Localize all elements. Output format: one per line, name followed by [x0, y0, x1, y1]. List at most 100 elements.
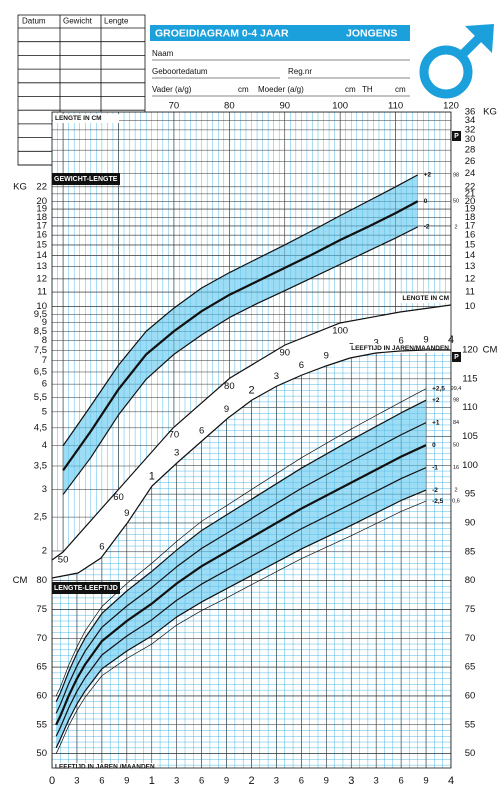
x-tick-label: 80	[224, 101, 235, 112]
x-tick-label: 1	[149, 470, 155, 482]
y-tick-label: 9,5	[34, 309, 47, 320]
y-tick-label: 6	[42, 379, 47, 390]
x-tick-label: 9	[324, 776, 329, 787]
y2-tick-label: 36	[465, 107, 476, 118]
field-label: Reg.nr	[288, 67, 312, 76]
y-tick-label: 50	[36, 748, 47, 759]
x-tick-label: 1	[149, 775, 155, 787]
y2-tick-label: 32	[465, 124, 476, 135]
x-tick-label: 9	[423, 776, 428, 787]
x-tick-label: 70	[169, 430, 180, 441]
x-tick-label: 6	[398, 335, 403, 346]
x-tick-label: 9	[124, 508, 129, 519]
chart-title-box	[52, 173, 120, 185]
axis-title-bg	[53, 763, 157, 771]
y-axis-unit: KG	[13, 181, 27, 192]
y2-tick-label: 60	[465, 690, 476, 701]
percentile-band	[63, 174, 418, 495]
x-tick-label: 6	[398, 776, 403, 787]
series-label: +1	[432, 419, 440, 426]
y2-tick-label: 75	[465, 604, 476, 615]
growth-curve	[62, 226, 419, 495]
gender-label: JONGENS	[346, 27, 397, 39]
axis-title-bg	[53, 114, 119, 123]
y-tick-label: 3,5	[34, 461, 47, 472]
x-tick-label: 70	[169, 101, 180, 112]
x-tick-label: 60	[113, 492, 124, 503]
y2-tick-label: 24	[465, 168, 476, 179]
y2-tick-label: 21	[465, 188, 476, 199]
table-header: Datum	[22, 17, 46, 26]
series-label: -2,5	[432, 498, 444, 505]
axis-title-bg	[348, 344, 450, 353]
table-header: Gewicht	[63, 17, 93, 26]
y-tick-label: 2	[42, 546, 47, 557]
y-tick-label: 7,5	[34, 345, 47, 356]
x-tick-label: 3	[274, 371, 279, 382]
x-tick-label: 3	[174, 448, 179, 459]
growth-curve	[55, 388, 427, 697]
y2-tick-label: 10	[465, 301, 476, 312]
y-tick-label: 5,5	[34, 392, 47, 403]
x-tick-label: 100	[332, 101, 348, 112]
x-tick-label: 0	[49, 775, 55, 787]
axis-title-bg	[396, 294, 450, 303]
y-tick-label: 19	[36, 204, 47, 215]
percentile-label: 98	[453, 172, 459, 178]
x-tick-label: 6	[199, 426, 204, 437]
y2-tick-label: 15	[465, 239, 476, 250]
y2-tick-label: 11	[465, 287, 475, 298]
y-tick-label: 7	[42, 355, 47, 366]
title-banner	[150, 25, 410, 41]
y2-tick-label: 85	[465, 546, 476, 557]
growth-curve	[55, 500, 427, 754]
y-tick-label: 55	[36, 719, 47, 730]
y2-tick-label: 100	[462, 460, 478, 471]
x-tick-label: 50	[58, 554, 69, 565]
y-tick-label: 70	[36, 633, 47, 644]
growth-curve	[55, 444, 427, 726]
y2-tick-label: 20	[465, 196, 476, 207]
y2-tick-label: 19	[465, 204, 476, 215]
y-tick-label: 20	[36, 196, 47, 207]
y-tick-label: 12	[36, 273, 47, 284]
x-axis-title: LEEFTIJD IN JAREN /MAANDEN	[55, 764, 155, 771]
male-symbol-arrow	[457, 32, 485, 60]
y-tick-label: 65	[36, 662, 47, 673]
y-tick-label: 5	[42, 406, 47, 417]
series-label: -2	[424, 224, 430, 231]
growth-curve	[62, 200, 419, 472]
y2-tick-label: 50	[465, 748, 476, 759]
series-label: +2	[424, 172, 432, 179]
percentile-label: 98	[453, 398, 459, 404]
y-tick-label: 75	[36, 604, 47, 615]
y2-tick-label: 26	[465, 156, 476, 167]
x-tick-label: 3	[374, 776, 379, 787]
y2-tick-label: 16	[465, 230, 476, 241]
x-tick-label: 6	[299, 776, 304, 787]
x-tick-label: 6	[299, 360, 304, 371]
field-label: Moeder (a/g)	[258, 85, 304, 94]
y-tick-label: 15	[36, 239, 47, 250]
percentile-label: 2	[454, 224, 457, 230]
y-tick-label: 22	[36, 181, 47, 192]
y2-tick-label: 65	[465, 662, 476, 673]
y2-tick-label: 80	[465, 575, 476, 586]
male-symbol	[419, 24, 494, 99]
series-label: -1	[432, 464, 438, 471]
field-unit: cm	[345, 85, 356, 94]
x-axis-title: LENGTE IN CM	[55, 115, 102, 122]
x-tick-label: 9	[224, 404, 229, 415]
y-tick-label: 3	[42, 484, 47, 495]
percentile-label: 50	[453, 199, 459, 205]
field-label: TH	[362, 85, 373, 94]
y2-axis-unit: CM	[483, 345, 498, 356]
x-tick-label: 3	[374, 338, 379, 349]
x-tick-label: 6	[199, 776, 204, 787]
growth-curve	[55, 489, 427, 749]
y-tick-label: 13	[36, 261, 47, 272]
growth-curve	[55, 399, 427, 702]
percentile-header-box	[452, 131, 461, 141]
